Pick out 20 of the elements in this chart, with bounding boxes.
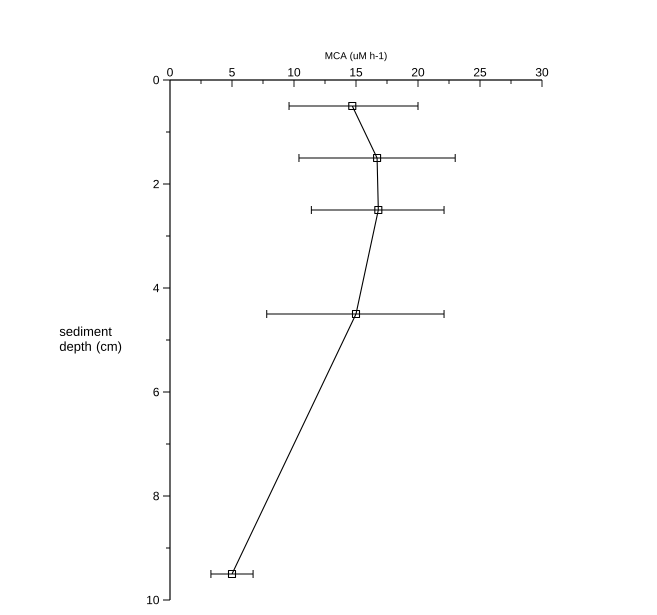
y-tick-label: 0 [153,76,160,84]
point [373,154,382,162]
y-tick-label: 8 [153,492,159,500]
x-tick-label: 5 [229,68,235,76]
point [348,102,356,110]
point [352,310,360,318]
x-tick-label: 30 [536,68,548,76]
y-tick-label: 4 [153,284,160,292]
x-tick-label: 15 [350,68,362,76]
point [228,570,236,578]
x-tick-label: 25 [474,68,486,76]
x-tick-label: 0 [167,68,173,76]
y-tick-label: 10 [147,596,160,604]
y-tick-label: 6 [153,388,159,396]
x-tick-label: 10 [288,68,300,76]
point [374,206,382,214]
x-tick-label: 20 [412,68,424,76]
y-tick-label: 2 [153,180,159,188]
x-axis-title: MCA (uM h-1) [326,52,387,62]
y-axis-title: sediment depth (cm) [60,326,122,354]
